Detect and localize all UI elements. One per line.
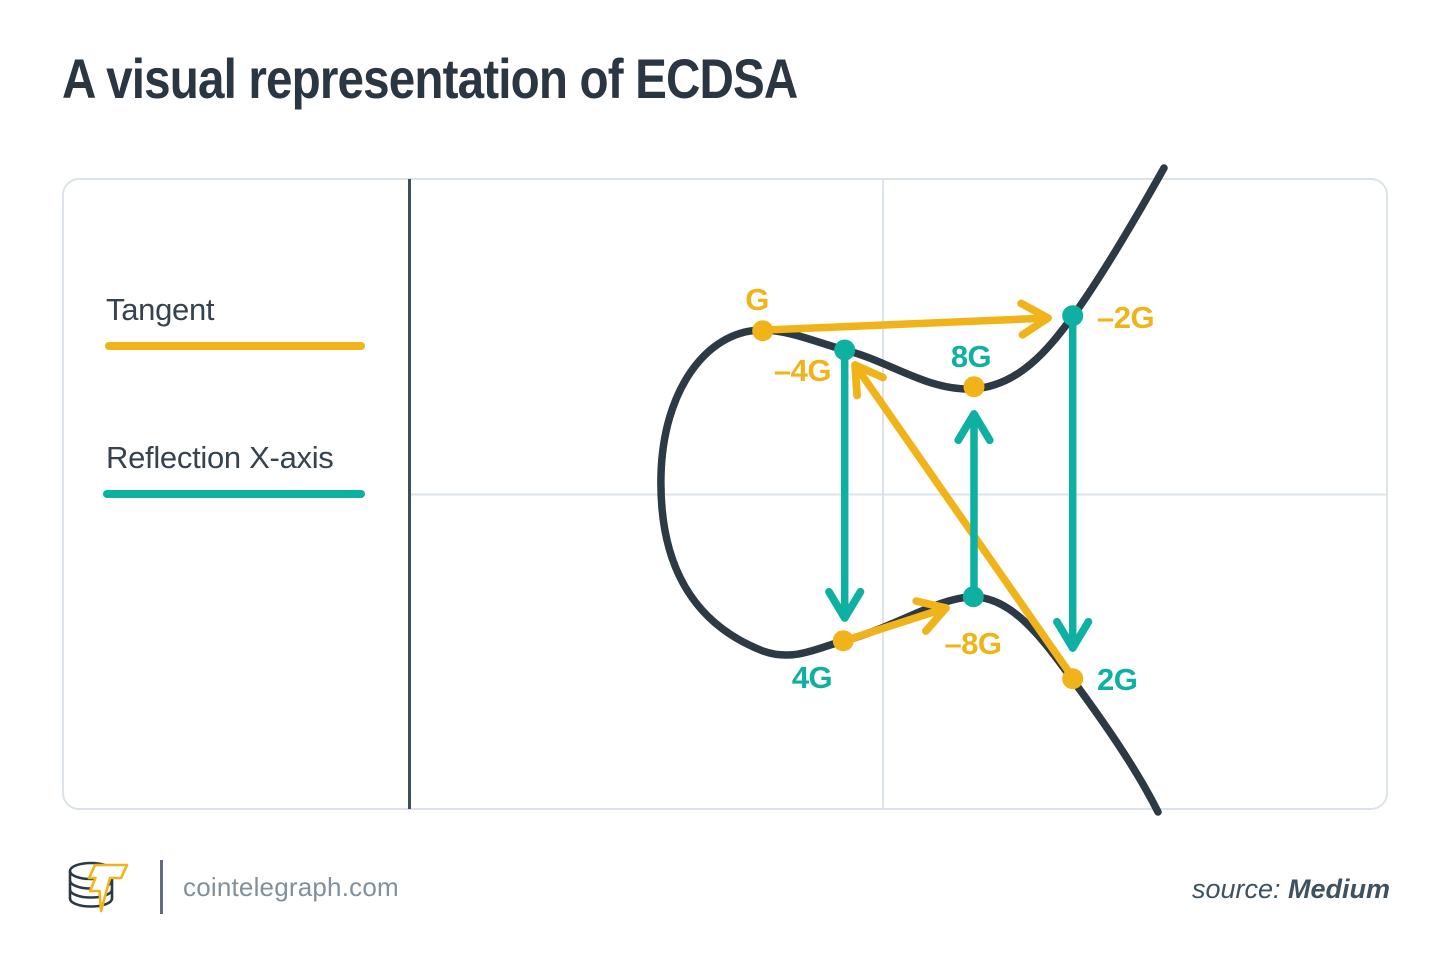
legend-label-tangent: Tangent (106, 292, 215, 327)
label-2g: 2G (1097, 662, 1137, 697)
page-title: A visual representation of ECDSA (62, 47, 798, 110)
point-4g (832, 630, 854, 652)
source-attribution: source: Medium (1192, 874, 1390, 905)
footer: cointelegraph.com (64, 852, 399, 922)
label-g: G (745, 282, 769, 317)
point-2g (1062, 668, 1084, 690)
elliptic-curve (657, 164, 1168, 816)
point-g (752, 320, 774, 342)
source-prefix: source: (1191, 874, 1288, 904)
label-minus8g: –8G (944, 626, 1001, 661)
tangent-arrow-2g-to-minus4g (851, 361, 1075, 679)
label-minus2g: –2G (1097, 300, 1154, 335)
point-minus2g (1062, 305, 1084, 327)
point-minus8g (962, 586, 984, 608)
footer-site-text: cointelegraph.com (183, 871, 399, 902)
source-name: Medium (1287, 874, 1390, 904)
label-4g: 4G (792, 660, 832, 695)
tangent-arrow-4g-to-minus8g (843, 597, 950, 644)
point-8g (963, 376, 985, 398)
label-minus4g: –4G (774, 353, 831, 388)
lightning-bolt-icon (87, 863, 129, 913)
point-minus4g (834, 339, 856, 361)
cointelegraph-logo-icon (68, 861, 129, 913)
label-8g: 8G (951, 339, 991, 374)
footer-divider (160, 860, 163, 914)
legend-label-reflection: Reflection X-axis (106, 440, 334, 475)
tangent-arrow-g-to-minus2g (762, 299, 1052, 339)
